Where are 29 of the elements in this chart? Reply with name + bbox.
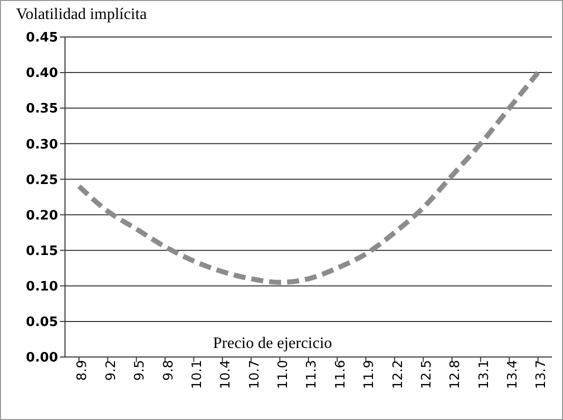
x-tick-label: 8.9 xyxy=(75,360,90,381)
x-tick-label: 13.4 xyxy=(506,360,521,389)
x-tick-label: 10.7 xyxy=(247,360,262,389)
x-tick-label: 12.2 xyxy=(390,360,406,389)
y-tick-label: 0.05 xyxy=(26,315,58,330)
y-tick-label: 0.15 xyxy=(26,244,58,259)
x-tick-label: 9.8 xyxy=(161,360,176,381)
y-tick-label: 0.20 xyxy=(26,208,58,224)
x-tick-label: 10.4 xyxy=(218,360,234,389)
x-axis-title: Precio de ejercicio xyxy=(213,335,332,353)
y-tick-label: 0.00 xyxy=(26,350,58,366)
x-tick-label: 12.5 xyxy=(419,360,434,389)
x-tick-label: 13.1 xyxy=(476,360,492,389)
x-tick-label: 9.2 xyxy=(104,360,119,381)
x-tick-label: 9.5 xyxy=(132,360,148,381)
x-tick-label: 10.1 xyxy=(190,360,205,389)
y-tick-label: 0.10 xyxy=(26,280,58,295)
y-tick-label: 0.30 xyxy=(26,137,58,152)
y-tick-label: 0.35 xyxy=(26,102,58,117)
y-tick-label: 0.25 xyxy=(26,172,58,188)
x-tick-label: 11.6 xyxy=(333,360,348,389)
x-tick-label: 11.3 xyxy=(304,360,320,389)
x-tick-label: 11.0 xyxy=(276,360,292,389)
y-tick-label: 0.45 xyxy=(26,30,58,46)
x-tick-label: 13.7 xyxy=(534,360,550,389)
x-tick-label: 11.9 xyxy=(362,360,378,389)
y-axis-title: Volatilidad implícita xyxy=(16,6,147,24)
y-tick-label: 0.40 xyxy=(26,66,58,82)
x-tick-label: 12.8 xyxy=(448,360,464,389)
